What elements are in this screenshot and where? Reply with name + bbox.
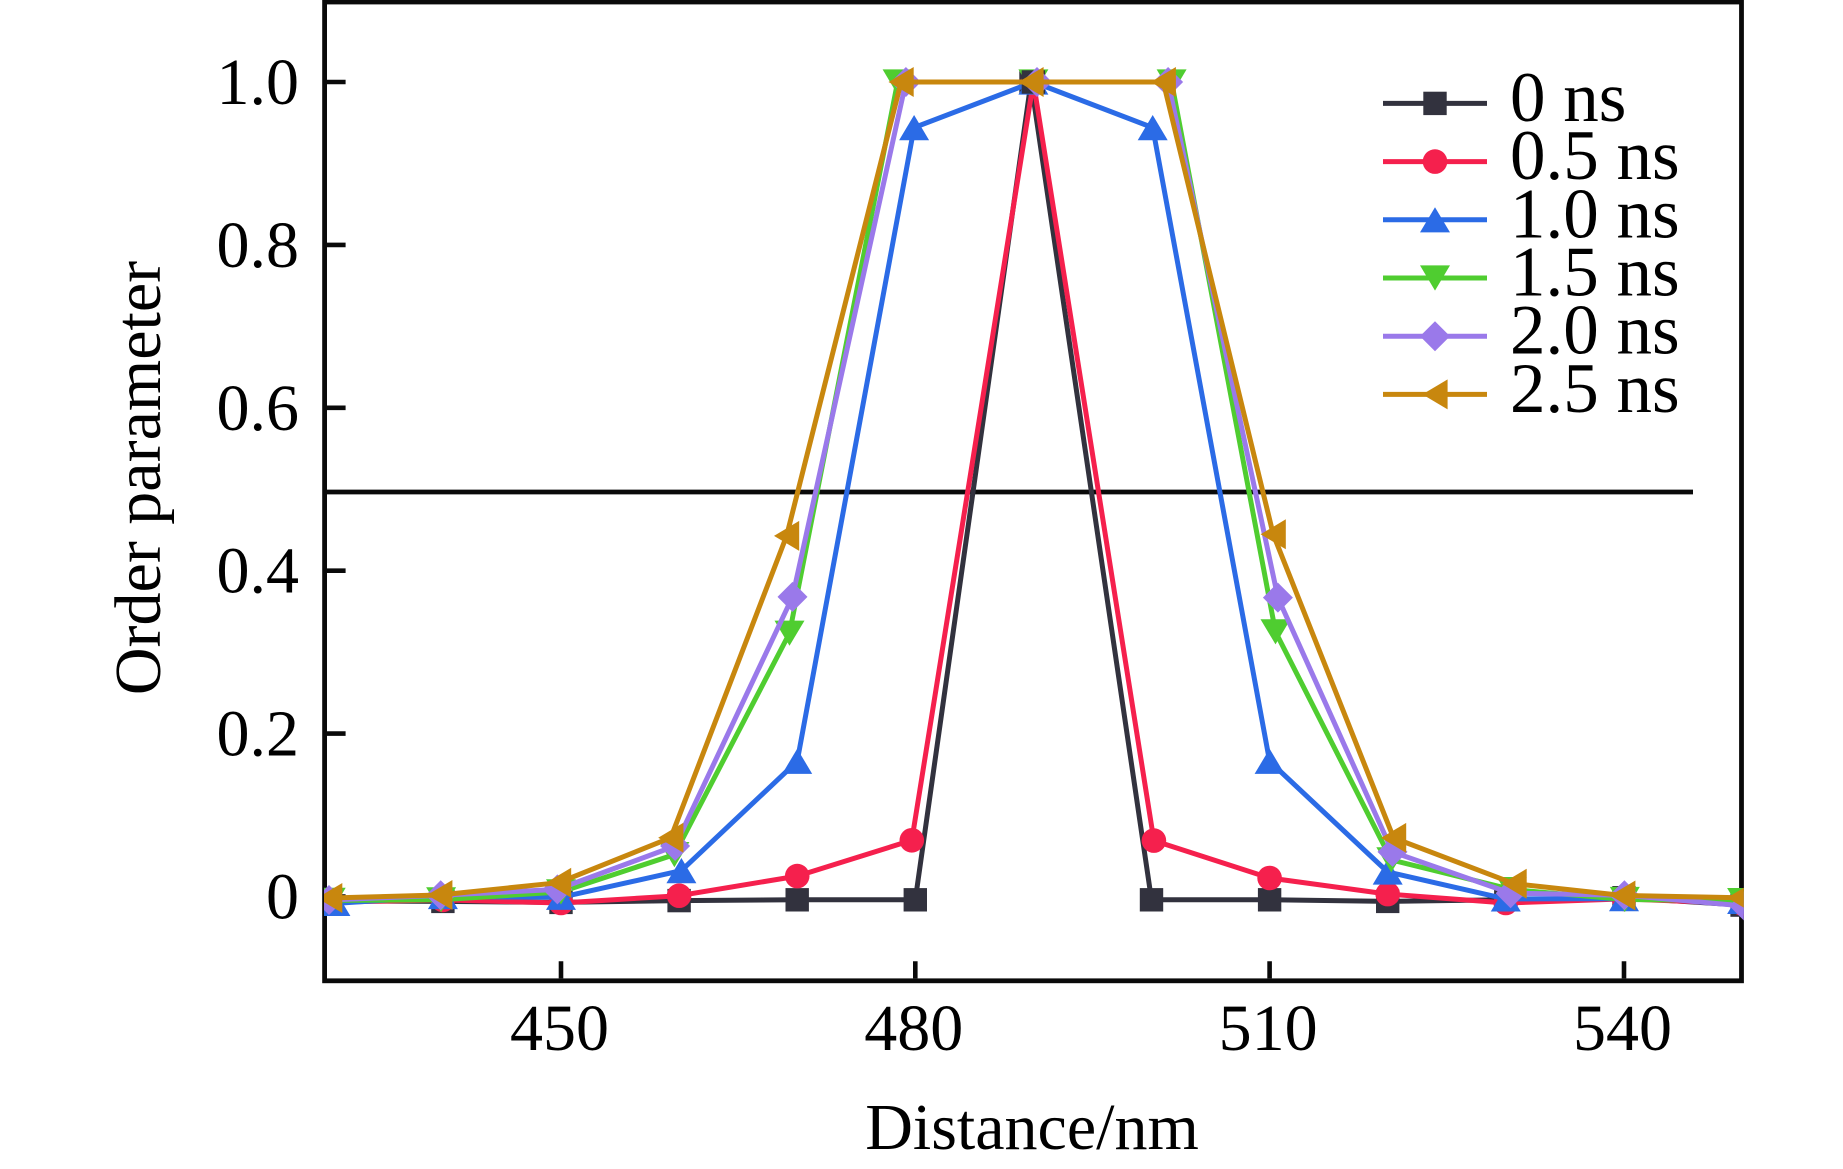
svg-text:Distance/nm: Distance/nm	[865, 1091, 1199, 1164]
svg-text:0.5 ns: 0.5 ns	[1510, 117, 1680, 195]
svg-text:0: 0	[266, 861, 299, 934]
svg-text:2.0 ns: 2.0 ns	[1510, 292, 1680, 370]
svg-text:0.4: 0.4	[217, 535, 300, 608]
svg-text:510: 510	[1219, 992, 1318, 1065]
svg-text:1.5 ns: 1.5 ns	[1510, 234, 1680, 312]
svg-text:1.0 ns: 1.0 ns	[1510, 175, 1680, 253]
svg-text:480: 480	[864, 992, 963, 1065]
svg-text:0 ns: 0 ns	[1510, 59, 1626, 137]
svg-text:1.0: 1.0	[217, 46, 300, 119]
svg-text:0.2: 0.2	[217, 698, 300, 771]
svg-text:2.5 ns: 2.5 ns	[1510, 350, 1680, 428]
svg-text:450: 450	[510, 992, 609, 1065]
svg-text:Order parameter: Order parameter	[102, 261, 175, 695]
svg-text:540: 540	[1573, 992, 1672, 1065]
svg-text:0.6: 0.6	[217, 372, 300, 445]
svg-text:0.8: 0.8	[217, 209, 300, 282]
